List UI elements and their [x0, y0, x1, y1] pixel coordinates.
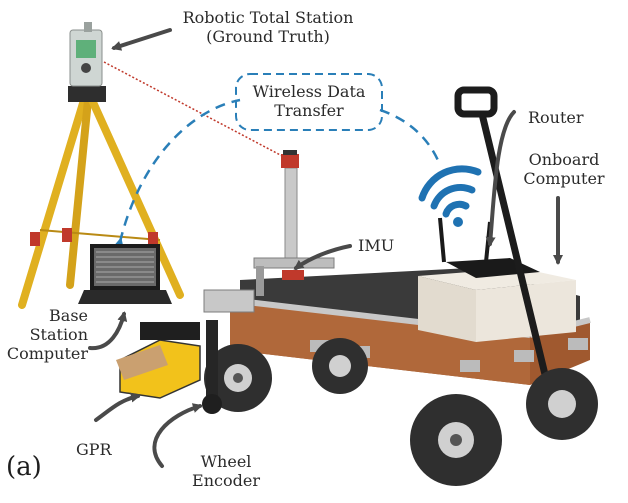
prism-mast: [281, 150, 299, 259]
wireless-label: Wireless Data Transfer: [238, 82, 380, 120]
wireless-link-right: [379, 108, 442, 166]
wireless-label-line1: Wireless Data: [252, 82, 366, 101]
wheel-label-line1: Wheel: [200, 452, 252, 471]
wifi-dot: [453, 217, 463, 227]
gpr-unit: [116, 322, 201, 399]
wheel-encoder: [202, 320, 222, 414]
router-label-line1: Router: [528, 108, 584, 127]
wheel-front-left: [204, 344, 272, 412]
imu-label: IMU: [358, 236, 394, 255]
arrow-gpr: [94, 392, 141, 422]
wireless-link: [111, 98, 241, 253]
panel-label-text: (a): [6, 452, 42, 482]
base-label-line3: Computer: [6, 344, 88, 363]
arrow-router: [485, 110, 516, 247]
laptop: [78, 244, 172, 304]
base-station-label: Base Station Computer: [0, 306, 88, 363]
annotation-arrows: [88, 28, 563, 468]
total-station-label: Robotic Total Station (Ground Truth): [168, 8, 368, 46]
onboard-label-line1: Onboard: [528, 150, 600, 169]
tripod: [18, 86, 184, 309]
wireless-label-line2: Transfer: [274, 101, 344, 120]
base-label-line1: Base: [49, 306, 88, 325]
panel-label: (a): [6, 452, 42, 482]
wheel-rear-right: [526, 368, 598, 440]
arrow-total-station: [111, 28, 172, 51]
arrow-imu: [293, 244, 352, 270]
cart-handle: [454, 86, 560, 424]
router-label: Router: [528, 108, 584, 127]
arrow-base-station: [88, 311, 128, 351]
wifi-icon: [418, 165, 482, 218]
wheel-encoder-label: Wheel Encoder: [176, 452, 276, 490]
wheel-front-right: [410, 394, 502, 486]
wireless-callout-box: [235, 73, 383, 131]
base-label-line2: Station: [29, 325, 88, 344]
wheel-label-line2: Encoder: [192, 471, 260, 490]
onboard-computer-label: Onboard Computer: [516, 150, 612, 188]
gpr-label-line1: GPR: [76, 440, 112, 459]
arrow-wheel-encoder: [152, 403, 203, 468]
imu-label-line1: IMU: [358, 236, 395, 255]
total-station-instrument: [69, 22, 103, 87]
gpr-label: GPR: [76, 440, 112, 459]
total-station-label-line1: Robotic Total Station: [182, 8, 354, 27]
onboard-computer-box: [418, 268, 576, 342]
onboard-label-line2: Computer: [523, 169, 605, 188]
total-station-label-line2: (Ground Truth): [206, 27, 330, 46]
wheel-rear-left: [312, 338, 368, 394]
